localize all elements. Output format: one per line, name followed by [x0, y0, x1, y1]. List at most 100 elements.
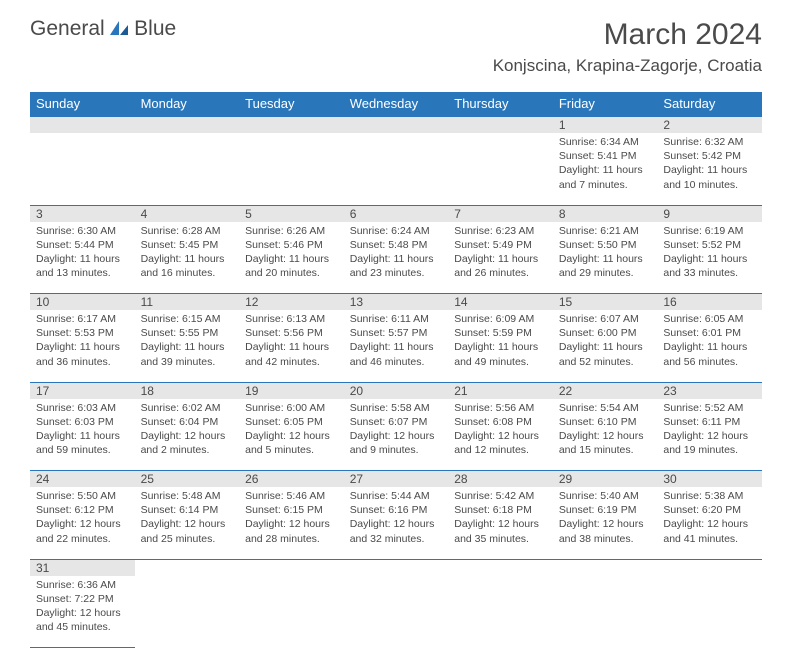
day-cell: Sunrise: 6:23 AMSunset: 5:49 PMDaylight:… [448, 222, 553, 294]
header: General Blue March 2024 Konjscina, Krapi… [0, 0, 792, 84]
day-line: and 23 minutes. [350, 266, 443, 280]
weekday-header: Friday [553, 92, 658, 116]
day-content: Sunrise: 6:07 AMSunset: 6:00 PMDaylight:… [553, 310, 658, 373]
day-content: Sunrise: 6:02 AMSunset: 6:04 PMDaylight:… [135, 399, 240, 462]
day-line: and 26 minutes. [454, 266, 547, 280]
day-line: and 2 minutes. [141, 443, 234, 457]
day-number-cell: 29 [553, 471, 658, 488]
day-cell: Sunrise: 6:15 AMSunset: 5:55 PMDaylight:… [135, 310, 240, 382]
day-line: Sunset: 5:53 PM [36, 326, 129, 340]
day-content: Sunrise: 5:46 AMSunset: 6:15 PMDaylight:… [239, 487, 344, 550]
day-line: Daylight: 11 hours [350, 340, 443, 354]
day-cell [448, 133, 553, 205]
day-number-row: 3456789 [30, 205, 762, 222]
day-cell: Sunrise: 5:42 AMSunset: 6:18 PMDaylight:… [448, 487, 553, 559]
day-content: Sunrise: 5:40 AMSunset: 6:19 PMDaylight:… [553, 487, 658, 550]
day-content: Sunrise: 6:30 AMSunset: 5:44 PMDaylight:… [30, 222, 135, 285]
day-content: Sunrise: 6:13 AMSunset: 5:56 PMDaylight:… [239, 310, 344, 373]
day-number-row: 12 [30, 116, 762, 133]
day-number-cell: 25 [135, 471, 240, 488]
day-line: and 39 minutes. [141, 355, 234, 369]
calendar-body: 12Sunrise: 6:34 AMSunset: 5:41 PMDayligh… [30, 116, 762, 648]
day-number-cell: 7 [448, 205, 553, 222]
day-line: Daylight: 12 hours [454, 517, 547, 531]
day-line: Sunset: 5:49 PM [454, 238, 547, 252]
day-line: and 59 minutes. [36, 443, 129, 457]
day-number-cell: 21 [448, 382, 553, 399]
day-cell: Sunrise: 5:58 AMSunset: 6:07 PMDaylight:… [344, 399, 449, 471]
day-number-row: 17181920212223 [30, 382, 762, 399]
day-number-cell [657, 559, 762, 576]
day-number-cell: 5 [239, 205, 344, 222]
day-line: Sunset: 5:46 PM [245, 238, 338, 252]
day-content: Sunrise: 6:05 AMSunset: 6:01 PMDaylight:… [657, 310, 762, 373]
day-line: Sunrise: 6:09 AM [454, 312, 547, 326]
day-line: and 9 minutes. [350, 443, 443, 457]
day-content: Sunrise: 6:26 AMSunset: 5:46 PMDaylight:… [239, 222, 344, 285]
day-line: Daylight: 11 hours [245, 340, 338, 354]
day-cell: Sunrise: 6:02 AMSunset: 6:04 PMDaylight:… [135, 399, 240, 471]
day-line: and 22 minutes. [36, 532, 129, 546]
day-line: Daylight: 11 hours [663, 163, 756, 177]
day-content-row: Sunrise: 6:17 AMSunset: 5:53 PMDaylight:… [30, 310, 762, 382]
day-line: and 38 minutes. [559, 532, 652, 546]
day-line: and 45 minutes. [36, 620, 129, 634]
day-line: and 5 minutes. [245, 443, 338, 457]
day-number-cell: 17 [30, 382, 135, 399]
day-line: and 12 minutes. [454, 443, 547, 457]
day-cell: Sunrise: 6:00 AMSunset: 6:05 PMDaylight:… [239, 399, 344, 471]
day-number-cell: 23 [657, 382, 762, 399]
day-line: Daylight: 12 hours [663, 517, 756, 531]
day-line: and 35 minutes. [454, 532, 547, 546]
day-number-cell: 31 [30, 559, 135, 576]
day-line: Sunset: 6:00 PM [559, 326, 652, 340]
day-line: Sunrise: 6:23 AM [454, 224, 547, 238]
day-line: Sunset: 5:57 PM [350, 326, 443, 340]
day-content: Sunrise: 5:54 AMSunset: 6:10 PMDaylight:… [553, 399, 658, 462]
day-line: Sunset: 5:56 PM [245, 326, 338, 340]
day-cell: Sunrise: 6:34 AMSunset: 5:41 PMDaylight:… [553, 133, 658, 205]
day-line: Daylight: 12 hours [559, 429, 652, 443]
day-number-cell: 26 [239, 471, 344, 488]
day-cell: Sunrise: 5:44 AMSunset: 6:16 PMDaylight:… [344, 487, 449, 559]
day-number-cell [448, 116, 553, 133]
day-content: Sunrise: 6:24 AMSunset: 5:48 PMDaylight:… [344, 222, 449, 285]
day-line: Sunrise: 6:30 AM [36, 224, 129, 238]
day-content: Sunrise: 6:34 AMSunset: 5:41 PMDaylight:… [553, 133, 658, 196]
day-line: and 13 minutes. [36, 266, 129, 280]
day-number-cell: 22 [553, 382, 658, 399]
day-number-cell [239, 559, 344, 576]
day-line: Sunset: 5:42 PM [663, 149, 756, 163]
day-line: Sunrise: 5:40 AM [559, 489, 652, 503]
day-line: Sunset: 5:48 PM [350, 238, 443, 252]
day-line: Sunrise: 6:34 AM [559, 135, 652, 149]
day-number-cell: 6 [344, 205, 449, 222]
day-content-row: Sunrise: 5:50 AMSunset: 6:12 PMDaylight:… [30, 487, 762, 559]
month-title: March 2024 [493, 18, 762, 52]
day-number-cell: 27 [344, 471, 449, 488]
day-line: Sunset: 6:19 PM [559, 503, 652, 517]
day-line: Sunset: 5:52 PM [663, 238, 756, 252]
title-block: March 2024 Konjscina, Krapina-Zagorje, C… [493, 18, 762, 76]
day-line: Sunrise: 6:32 AM [663, 135, 756, 149]
day-cell: Sunrise: 6:26 AMSunset: 5:46 PMDaylight:… [239, 222, 344, 294]
day-content: Sunrise: 5:44 AMSunset: 6:16 PMDaylight:… [344, 487, 449, 550]
day-line: and 10 minutes. [663, 178, 756, 192]
day-line: and 29 minutes. [559, 266, 652, 280]
day-line: Sunset: 5:41 PM [559, 149, 652, 163]
day-line: and 42 minutes. [245, 355, 338, 369]
day-line: and 41 minutes. [663, 532, 756, 546]
logo-text-general: General [30, 17, 105, 40]
day-content: Sunrise: 6:11 AMSunset: 5:57 PMDaylight:… [344, 310, 449, 373]
day-line: Sunrise: 6:02 AM [141, 401, 234, 415]
day-line: Sunrise: 6:36 AM [36, 578, 129, 592]
day-line: Daylight: 12 hours [141, 517, 234, 531]
day-line: Sunset: 6:15 PM [245, 503, 338, 517]
day-cell: Sunrise: 6:24 AMSunset: 5:48 PMDaylight:… [344, 222, 449, 294]
day-line: Sunset: 5:55 PM [141, 326, 234, 340]
day-cell: Sunrise: 5:40 AMSunset: 6:19 PMDaylight:… [553, 487, 658, 559]
day-number-cell: 8 [553, 205, 658, 222]
day-line: Sunrise: 6:21 AM [559, 224, 652, 238]
day-number-cell: 3 [30, 205, 135, 222]
day-cell [30, 133, 135, 205]
